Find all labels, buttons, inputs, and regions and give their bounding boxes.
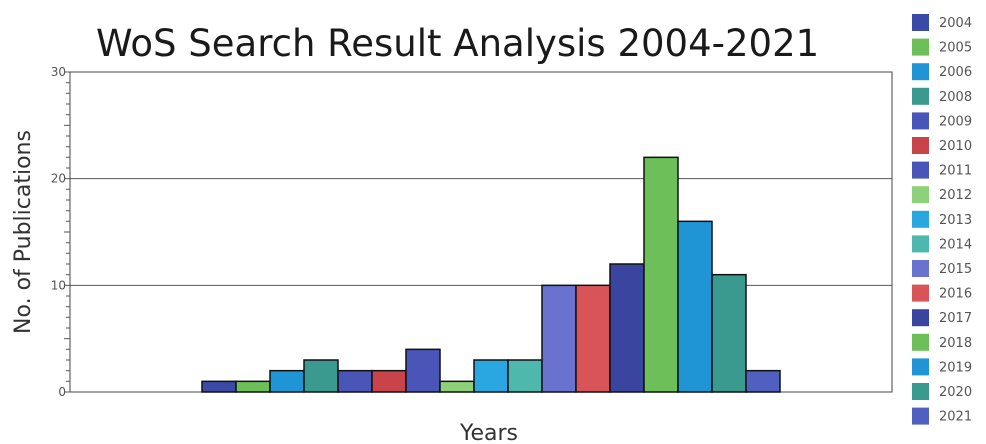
legend-swatch-2016 [912,284,929,302]
y-minor-ticks [64,71,70,393]
legend-swatch-2013 [912,210,929,228]
bar-2021 [745,369,781,393]
y-axis-label: No. of Publications [11,130,36,334]
legend-label-2006: 2006 [939,65,972,80]
legend-label-2016: 2016 [939,287,972,302]
legend-swatch-2006 [912,63,929,81]
y-tick-label: 10 [51,278,66,292]
legend-label-2004: 2004 [939,16,972,31]
legend-swatch-2018 [912,333,929,351]
legend-label-2009: 2009 [939,114,972,129]
legend-swatch-2012 [912,186,929,204]
legend-label-2019: 2019 [939,360,972,375]
bar-2008 [303,359,339,393]
bar-2012 [439,380,475,393]
plot-area: 0 10 20 30 [51,65,893,399]
legend-label-2012: 2012 [939,188,972,203]
legend-label-2005: 2005 [939,41,972,56]
bars [201,156,781,393]
bar-2016 [575,284,611,393]
legend-swatch-2017 [912,309,929,327]
bar-2020 [711,273,747,393]
legend-label-2010: 2010 [939,139,972,154]
x-axis-label: Years [459,421,518,444]
bar-2013 [473,359,509,393]
legend-label-2020: 2020 [939,385,972,400]
y-axis-ticks: 0 10 20 30 [51,65,66,399]
bar-2006 [269,369,305,393]
legend-swatch-2015 [912,260,929,277]
legend-label-2013: 2013 [939,213,972,228]
bar-2005 [235,380,271,393]
legend-swatch-2020 [912,383,929,400]
bar-2011 [405,348,441,393]
bar-2009 [337,369,373,393]
y-tick-label: 0 [58,385,66,399]
legend-label-2018: 2018 [939,336,972,351]
bar-2017 [609,263,645,393]
legend-label-2008: 2008 [939,90,972,105]
grid-lines [70,178,892,286]
legend-label-2014: 2014 [939,237,972,252]
legend-swatch-2021 [912,407,929,425]
bar-2004 [201,380,237,393]
legend-swatch-2009 [912,112,929,130]
chart-title: WoS Search Result Analysis 2004-2021 [96,22,819,65]
bar-2010 [371,369,407,393]
legend-swatch-2014 [912,235,929,253]
legend-label-2011: 2011 [939,164,972,179]
y-tick-label: 20 [51,172,66,186]
legend-swatch-2008 [912,87,929,105]
bar-2015 [541,284,577,393]
bar-2014 [507,359,543,393]
legend: 2004 2005 2006 2008 2009 2010 2011 2012 2013 2014… [912,14,972,425]
plot-frame [69,71,893,393]
legend-label-2015: 2015 [939,262,972,277]
legend-label-2021: 2021 [939,410,972,425]
legend-swatch-2005 [912,38,929,56]
bar-2019 [677,220,713,393]
legend-swatch-2019 [912,358,929,376]
y-tick-label: 30 [51,65,66,79]
bar-2018 [643,156,679,393]
legend-swatch-2004 [912,14,929,31]
legend-label-2017: 2017 [939,311,972,326]
legend-swatch-2010 [912,137,929,154]
legend-swatch-2011 [912,161,929,179]
